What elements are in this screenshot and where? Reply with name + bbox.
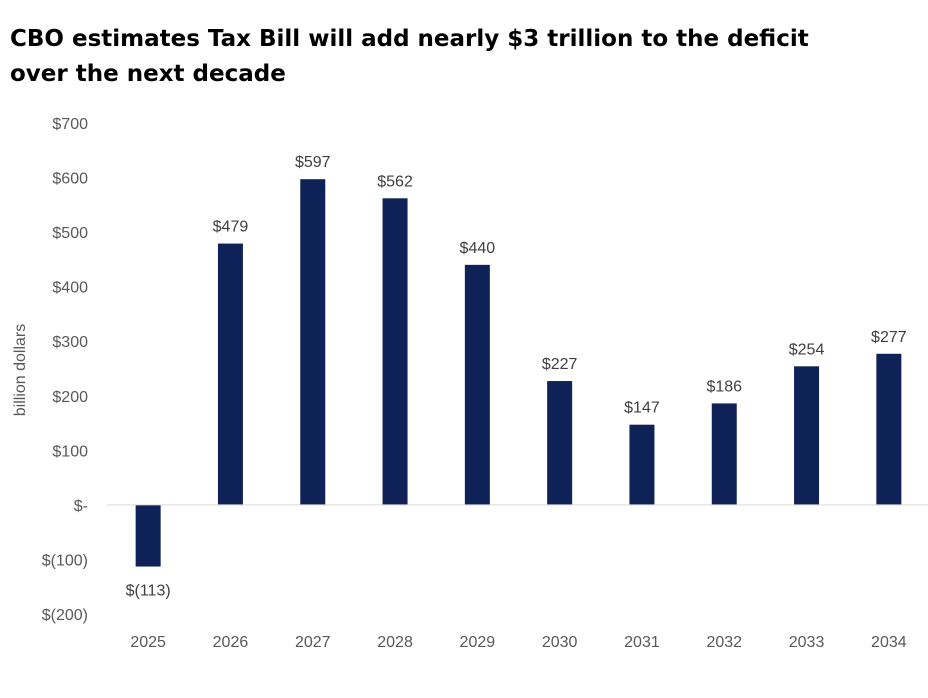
- data-label-2028: $562: [377, 173, 413, 190]
- chart-title: CBO estimates Tax Bill will add nearly $…: [10, 22, 910, 92]
- y-axis-label: billion dollars: [12, 324, 29, 417]
- x-tick-2026: 2026: [213, 634, 249, 651]
- bar-2030: [547, 381, 573, 505]
- y-tick-label: $600: [52, 171, 88, 188]
- x-tick-2027: 2027: [295, 634, 331, 651]
- data-label-2033: $254: [789, 341, 825, 358]
- data-label-2029: $440: [460, 240, 496, 257]
- bar-2028: [382, 198, 408, 505]
- x-tick-2031: 2031: [624, 634, 660, 651]
- bar-2031: [629, 424, 655, 505]
- y-axis-ticks: $700 $600 $500 $400 $300 $200 $100 $- $(100) $(20…: [42, 116, 88, 624]
- data-label-2026: $479: [213, 219, 249, 236]
- data-label-2034: $277: [871, 329, 907, 346]
- data-label-2032: $186: [706, 378, 742, 395]
- y-tick-label: $300: [52, 334, 88, 351]
- chart-title-line-1: CBO estimates Tax Bill will add nearly $…: [10, 26, 809, 52]
- x-axis-ticks: 2025 2026 2027 2028 2029 2030 2031 2032 2033 2034: [130, 634, 906, 651]
- data-label-2031: $147: [624, 400, 660, 417]
- y-tick-label: $700: [52, 116, 88, 133]
- data-label-2030: $227: [542, 356, 578, 373]
- bar-2029: [464, 264, 490, 505]
- x-tick-2033: 2033: [789, 634, 825, 651]
- bar-2025: [135, 504, 161, 567]
- x-tick-2029: 2029: [460, 634, 496, 651]
- y-tick-label: $100: [52, 443, 88, 460]
- bar-2026: [217, 243, 243, 505]
- x-tick-2032: 2032: [706, 634, 742, 651]
- y-tick-label: $400: [52, 280, 88, 297]
- bar-2033: [794, 366, 820, 505]
- y-tick-label: $-: [74, 498, 88, 515]
- bars: [135, 179, 902, 567]
- x-tick-2025: 2025: [130, 634, 166, 651]
- bar-2027: [300, 179, 326, 505]
- x-tick-2028: 2028: [377, 634, 413, 651]
- bar-2032: [711, 403, 737, 505]
- y-tick-label: $(200): [42, 607, 88, 624]
- y-tick-label: $(100): [42, 552, 88, 569]
- data-label-2027: $597: [295, 154, 331, 171]
- x-tick-2030: 2030: [542, 634, 578, 651]
- x-tick-2034: 2034: [871, 634, 907, 651]
- y-tick-label: $500: [52, 225, 88, 242]
- chart-title-line-2: over the next decade: [10, 61, 286, 87]
- data-labels: $(113) $479 $597 $562 $440 $227 $147 $186 $254 $2…: [126, 154, 907, 599]
- data-label-2025: $(113): [126, 583, 171, 600]
- bar-2034: [876, 353, 902, 505]
- y-tick-label: $200: [52, 389, 88, 406]
